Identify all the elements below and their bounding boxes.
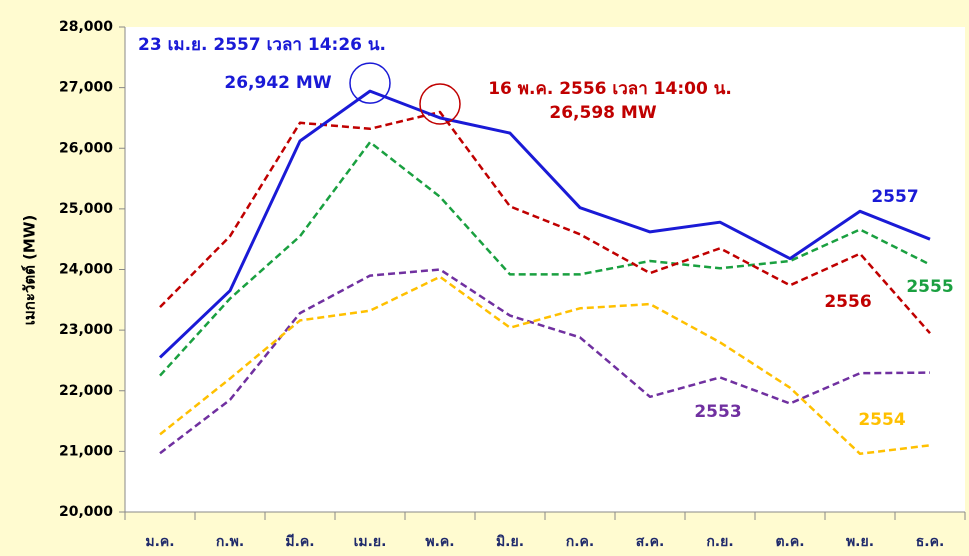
series-line bbox=[159, 110, 931, 335]
series-label: 2555 bbox=[906, 277, 953, 297]
series-label: 2554 bbox=[858, 410, 905, 430]
x-tick-label: ม.ค. bbox=[145, 534, 174, 550]
plot-area bbox=[125, 27, 965, 512]
x-tick-label: มี.ค. bbox=[285, 534, 314, 550]
y-tick-label: 25,000 bbox=[59, 201, 113, 217]
x-tick-label: เม.ย. bbox=[354, 534, 387, 550]
y-tick-label: 21,000 bbox=[59, 443, 113, 459]
peak-marker bbox=[419, 83, 461, 125]
y-tick-label: 28,000 bbox=[59, 19, 113, 35]
peak-marker bbox=[349, 62, 391, 104]
series-label: 2557 bbox=[871, 187, 918, 207]
y-tick-label: 22,000 bbox=[59, 383, 113, 399]
y-tick-label: 24,000 bbox=[59, 262, 113, 278]
x-tick-label: ก.ค. bbox=[566, 534, 594, 550]
x-tick-label: พ.ย. bbox=[846, 534, 874, 550]
series-label: 2553 bbox=[694, 402, 741, 422]
y-tick-label: 26,000 bbox=[59, 140, 113, 156]
series-line bbox=[158, 89, 931, 359]
y-axis-label: เมกะวัตต์ (MW) bbox=[21, 215, 39, 325]
y-tick-label: 27,000 bbox=[59, 80, 113, 96]
x-tick-label: ต.ค. bbox=[775, 534, 804, 550]
x-tick-label: ก.พ. bbox=[216, 534, 244, 550]
y-tick-label: 20,000 bbox=[59, 504, 113, 520]
annotation: 23 เม.ย. 2557 เวลา 14:26 น. bbox=[138, 35, 386, 55]
annotation: 16 พ.ค. 2556 เวลา 14:00 น. bbox=[488, 79, 732, 99]
x-tick-label: มิ.ย. bbox=[496, 534, 524, 550]
annotation: 26,942 MW bbox=[224, 73, 331, 93]
x-tick-label: ส.ค. bbox=[636, 534, 665, 550]
y-tick-label: 23,000 bbox=[59, 322, 113, 338]
x-tick-label: ธ.ค. bbox=[916, 534, 945, 550]
x-tick-label: พ.ค. bbox=[425, 534, 454, 550]
x-tick-label: ก.ย. bbox=[706, 534, 733, 550]
series-line bbox=[159, 140, 931, 377]
series-label: 2556 bbox=[824, 292, 871, 312]
series-line bbox=[159, 268, 931, 455]
annotation: 26,598 MW bbox=[549, 103, 656, 123]
series-line bbox=[159, 275, 931, 456]
